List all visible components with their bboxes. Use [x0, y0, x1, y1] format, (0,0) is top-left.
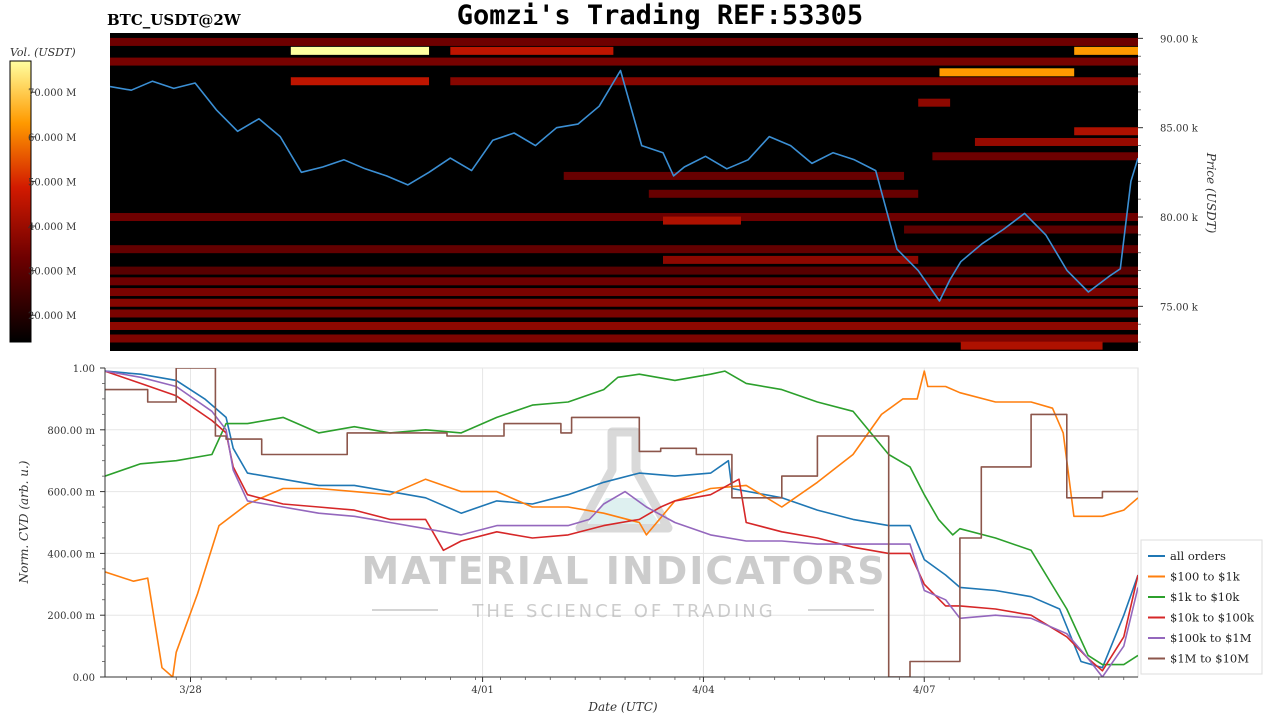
- cvd-line-10k-to-100k: [105, 370, 1138, 672]
- cvd-y-tick-label: 1.00: [73, 364, 95, 375]
- heatmap-band: [932, 152, 1138, 161]
- price-line-group: [110, 69, 1138, 302]
- cvd-y-tick-label: 400.00 m: [47, 549, 95, 560]
- heatmap-band: [1074, 127, 1138, 136]
- colorbar-tick-label: 60.000 M: [28, 133, 76, 144]
- heatmap-band: [904, 225, 1138, 234]
- cvd-line-1m-to-10m: [105, 368, 1138, 677]
- price-tick-label: 90.00 k: [1160, 34, 1199, 45]
- heatmap-band: [662, 255, 919, 264]
- heatmap-band: [648, 189, 919, 198]
- colorbar-tick-label: 70.000 M: [28, 88, 76, 99]
- cvd-x-axis-label: Date (UTC): [587, 700, 657, 714]
- heatmap-band: [110, 245, 1138, 254]
- colorbar-ticks: 20.000 M 30.000 M 40.000 M 50.000 M 60.000 M…: [28, 88, 76, 322]
- cvd-y-axis-ticks: 0.00 200.00 m 400.00 m 600.00 m 800.00 m 1.00: [47, 364, 106, 684]
- heatmap-band: [662, 216, 741, 225]
- heatmap-band: [110, 298, 1138, 307]
- cvd-y-tick-label: 0.00: [73, 673, 95, 684]
- cvd-x-tick-label: 4/01: [471, 685, 493, 696]
- colorbar-tick-label: 40.000 M: [28, 222, 76, 233]
- legend-label: $1k to $10k: [1170, 590, 1240, 604]
- colorbar-gradient: [9, 60, 32, 343]
- cvd-x-tick-label: 4/04: [692, 685, 714, 696]
- legend-label: all orders: [1170, 549, 1226, 563]
- heatmap-band: [110, 37, 1138, 46]
- heatmap-band: [290, 77, 430, 86]
- heatmap-band: [1074, 46, 1138, 55]
- cvd-x-tick-label: 4/07: [913, 685, 935, 696]
- heatmap-band: [563, 171, 905, 180]
- heatmap-band: [450, 46, 614, 55]
- symbol-label: BTC_USDT@2W: [107, 11, 242, 29]
- heatmap-band: [960, 341, 1103, 350]
- legend-box: [1140, 539, 1263, 675]
- colorbar-label: Vol. (USDT): [10, 46, 76, 59]
- cvd-y-tick-label: 600.00 m: [47, 488, 95, 499]
- cvd-line-all-orders: [105, 370, 1138, 669]
- heatmap-band: [110, 321, 1138, 330]
- heatmap-band: [110, 288, 1138, 297]
- chart-title: Gomzi's Trading REF:53305: [457, 0, 863, 31]
- price-tick-label: 85.00 k: [1160, 124, 1199, 135]
- cvd-line-100-to-1k: [105, 370, 1138, 677]
- legend: all orders $100 to $1k $1k to $10k $10k to …: [1148, 549, 1255, 666]
- heatmap-band: [939, 68, 1075, 77]
- heatmap-background: [110, 33, 1138, 351]
- heatmap-band: [110, 57, 1138, 66]
- heatmap-band: [110, 213, 1138, 222]
- cvd-x-axis-ticks: 3/28 4/01 4/04 4/07: [105, 676, 1138, 696]
- price-axis-label: Price (USDT): [1204, 152, 1218, 234]
- watermark-subtitle: THE SCIENCE OF TRADING: [471, 601, 775, 622]
- cvd-x-tick-label: 3/28: [179, 685, 201, 696]
- colorbar-tick-label: 30.000 M: [28, 267, 76, 278]
- legend-label: $100 to $1k: [1170, 570, 1241, 584]
- legend-label: $1M to $10M: [1170, 652, 1249, 666]
- heatmap-band: [110, 277, 1138, 286]
- heatmap-bands: [110, 37, 1138, 350]
- heatmap-band: [110, 334, 1138, 343]
- price-tick-label: 80.00 k: [1160, 213, 1199, 224]
- legend-label: $10k to $100k: [1170, 611, 1255, 625]
- heatmap-band: [110, 266, 1138, 275]
- heatmap-band: [974, 137, 1138, 146]
- heatmap-band: [110, 309, 1138, 318]
- price-line: [110, 69, 1138, 302]
- heatmap-band: [450, 77, 1138, 86]
- cvd-line-1k-to-10k: [105, 370, 1138, 666]
- watermark-title: MATERIAL INDICATORS: [361, 549, 886, 593]
- cvd-y-tick-label: 800.00 m: [47, 426, 95, 437]
- heatmap-band: [918, 98, 951, 107]
- legend-label: $100k to $1M: [1170, 631, 1252, 645]
- colorbar-tick-label: 20.000 M: [28, 311, 76, 322]
- watermark: MATERIAL INDICATORS THE SCIENCE OF TRADI…: [361, 427, 886, 622]
- price-tick-label: 75.00 k: [1160, 302, 1199, 313]
- cvd-series-group: [105, 368, 1138, 677]
- price-axis-ticks: 75.00 k 80.00 k 85.00 k 90.00 k: [1138, 34, 1199, 343]
- cvd-y-tick-label: 200.00 m: [47, 611, 95, 622]
- colorbar-tick-label: 50.000 M: [28, 177, 76, 188]
- cvd-y-axis-label: Norm. CVD (arb. u.): [17, 460, 31, 584]
- cvd-line-100k-to-1m: [105, 370, 1138, 677]
- heatmap-band: [290, 46, 430, 55]
